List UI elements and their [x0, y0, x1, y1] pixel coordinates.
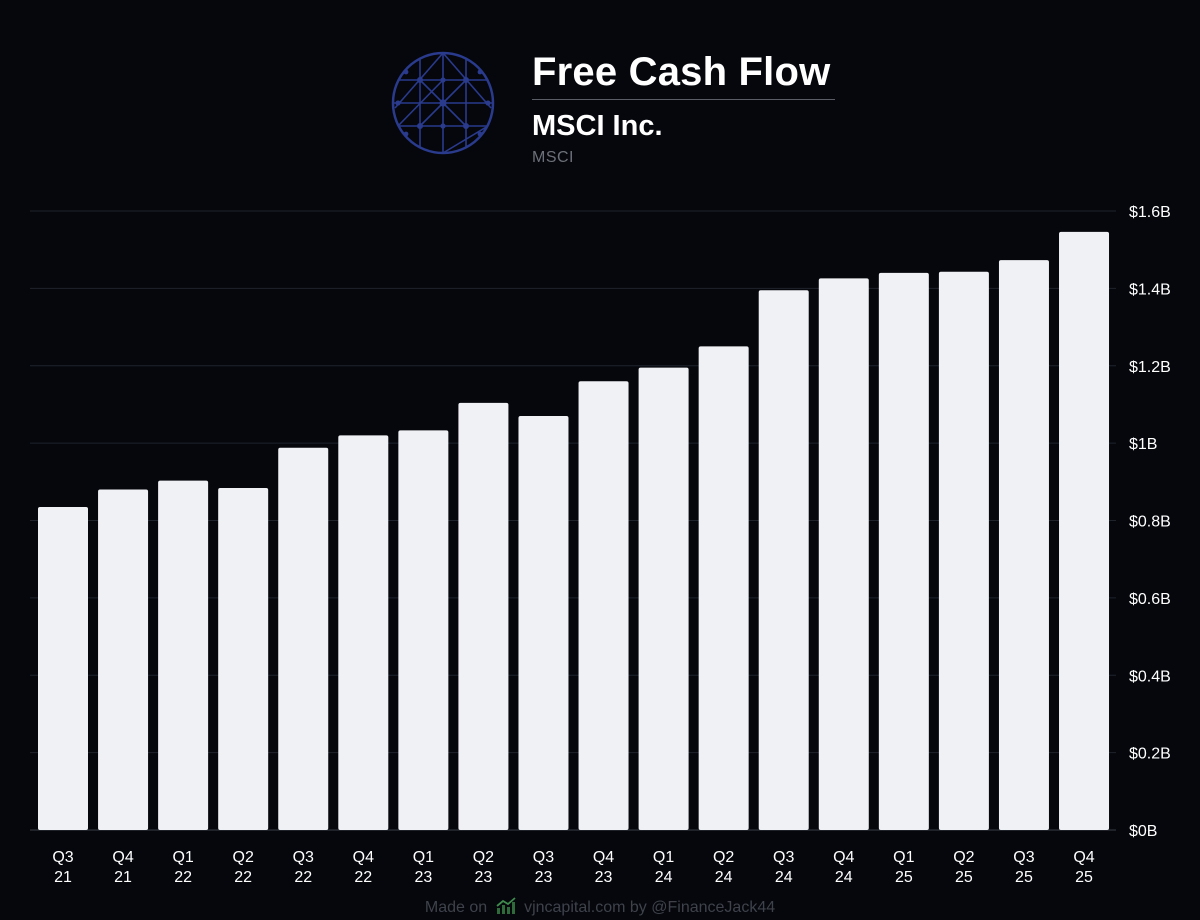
- bars: [38, 231, 1110, 831]
- x-tick-label: Q3 24: [773, 849, 794, 886]
- msci-globe-logo: [391, 51, 495, 155]
- y-tick-label: $1.4B: [1129, 281, 1171, 298]
- footer-site-link[interactable]: vjncapital.com: [524, 899, 626, 916]
- bar: [1059, 231, 1110, 831]
- chart-trend-icon: [496, 897, 516, 914]
- x-tick-label: Q3 25: [1013, 849, 1034, 886]
- x-axis-ticks: Q3 21 Q4 21 Q1 22 Q2 22 Q3 22 Q4 22 Q1 23 Q2 23 Q3 23 Q4 23…: [52, 849, 1094, 886]
- bar: [458, 402, 509, 830]
- x-tick-label: Q2 24: [713, 849, 734, 886]
- ticker-symbol: MSCI: [532, 149, 574, 166]
- bar: [38, 506, 88, 830]
- bar: [158, 480, 209, 830]
- x-tick-label: Q2 25: [953, 849, 974, 886]
- y-tick-label: $0.8B: [1129, 514, 1171, 531]
- title-divider: [532, 99, 835, 100]
- x-tick-label: Q4 24: [833, 849, 854, 886]
- x-tick-label: Q1 23: [413, 849, 434, 886]
- y-tick-label: $0.6B: [1129, 591, 1171, 608]
- bar: [98, 489, 149, 830]
- x-tick-label: Q4 25: [1073, 849, 1094, 886]
- gridlines: [30, 210, 1116, 831]
- footer-made-on: Made on: [424, 899, 488, 916]
- y-tick-label: $1B: [1129, 436, 1157, 453]
- x-tick-label: Q3 21: [52, 849, 73, 886]
- bar: [878, 272, 929, 830]
- chart-title: Free Cash Flow: [532, 50, 831, 94]
- footer-by: by: [629, 899, 647, 916]
- bar: [398, 430, 449, 830]
- x-tick-label: Q1 22: [172, 849, 193, 886]
- x-tick-label: Q1 24: [653, 849, 674, 886]
- footer-handle[interactable]: @FinanceJack44: [651, 899, 776, 916]
- x-tick-label: Q4 22: [353, 849, 374, 886]
- bar: [758, 290, 809, 830]
- y-tick-label: $1.2B: [1129, 359, 1171, 376]
- bar: [698, 346, 749, 830]
- bar: [218, 488, 269, 830]
- bar: [338, 435, 389, 830]
- x-tick-label: Q4 21: [112, 849, 133, 886]
- company-name: MSCI Inc.: [532, 110, 663, 142]
- y-tick-label: $0B: [1129, 823, 1157, 840]
- bar: [818, 278, 869, 830]
- x-tick-label: Q2 22: [233, 849, 254, 886]
- bar: [278, 447, 329, 830]
- y-tick-label: $0.4B: [1129, 668, 1171, 685]
- x-tick-label: Q2 23: [473, 849, 494, 886]
- x-tick-label: Q4 23: [593, 849, 614, 886]
- y-tick-label: $1.6B: [1129, 204, 1171, 221]
- x-tick-label: Q1 25: [893, 849, 914, 886]
- bar: [638, 367, 689, 830]
- x-tick-label: Q3 22: [293, 849, 314, 886]
- bar: [518, 416, 569, 830]
- footer-credit: Made on vjncapital.com by @FinanceJack44: [0, 897, 1200, 917]
- x-tick-label: Q3 23: [533, 849, 554, 886]
- bar: [938, 271, 989, 830]
- bar: [998, 260, 1049, 830]
- bar: [578, 381, 629, 830]
- y-tick-label: $0.2B: [1129, 746, 1171, 763]
- y-axis-ticks: $0B $0.2B $0.4B $0.6B $0.8B $1B $1.2B $1.4B $1.6…: [1129, 204, 1171, 840]
